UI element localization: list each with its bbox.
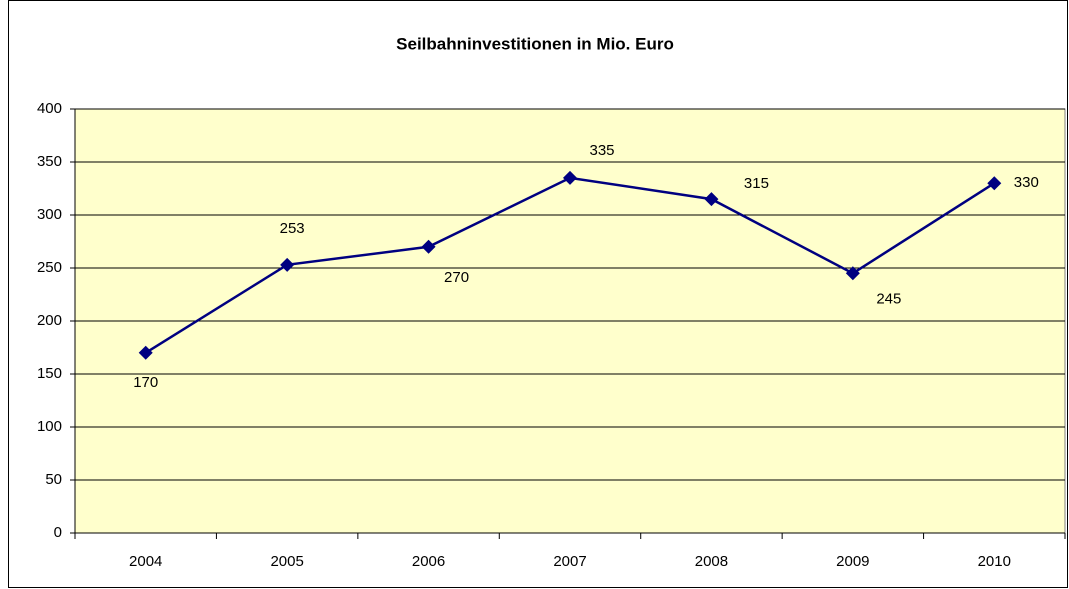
data-label: 335 — [589, 142, 614, 159]
data-label: 253 — [280, 220, 305, 237]
x-tick-label: 2009 — [836, 553, 869, 570]
y-tick-label: 350 — [37, 153, 62, 170]
y-tick-label: 400 — [37, 100, 62, 117]
x-tick-label: 2010 — [978, 553, 1011, 570]
x-tick-label: 2004 — [129, 553, 162, 570]
y-tick-label: 100 — [37, 418, 62, 435]
data-label: 170 — [133, 374, 158, 391]
marker — [138, 345, 153, 360]
x-tick-label: 2005 — [270, 553, 303, 570]
data-label: 315 — [744, 175, 769, 192]
y-tick-label: 200 — [37, 312, 62, 329]
marker — [987, 176, 1002, 191]
marker — [704, 192, 719, 207]
marker — [845, 266, 860, 281]
y-tick-label: 0 — [54, 524, 62, 541]
marker — [421, 239, 436, 254]
y-tick-label: 250 — [37, 259, 62, 276]
y-tick-label: 150 — [37, 365, 62, 382]
chart-title: Seilbahninvestitionen in Mio. Euro — [396, 34, 674, 53]
x-tick-label: 2007 — [553, 553, 586, 570]
marker — [563, 170, 577, 185]
x-tick-label: 2006 — [412, 553, 445, 570]
data-label: 330 — [1014, 174, 1039, 191]
y-tick-label: 50 — [45, 471, 62, 488]
x-tick-label: 2008 — [695, 553, 728, 570]
marker — [280, 257, 295, 272]
data-label: 270 — [444, 269, 469, 286]
y-tick-label: 300 — [37, 206, 62, 223]
data-label: 245 — [876, 290, 901, 307]
